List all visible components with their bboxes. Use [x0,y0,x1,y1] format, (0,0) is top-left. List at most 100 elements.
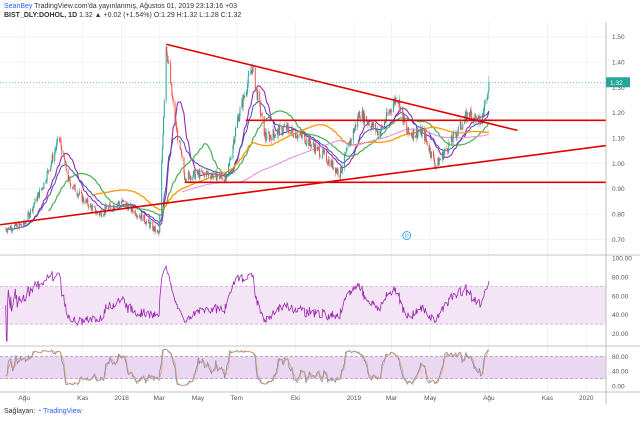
candle-body [246,92,248,93]
candle-body [339,175,341,178]
candle-body [56,142,58,149]
candle-body [14,222,16,226]
candle-body [411,135,413,136]
last-price-tag [606,77,630,88]
candle-body [197,170,199,175]
candle-body [143,215,145,222]
candle-body [211,173,213,176]
candle-body [46,171,48,181]
candle-body [94,207,96,214]
candle-body [140,213,142,219]
candle-body [125,201,127,207]
candle-body [399,106,401,111]
candle-body [366,116,368,123]
candle-body [433,156,435,162]
candle-body [341,167,343,172]
candle-body [336,169,338,173]
candle-body [166,54,168,62]
candle-body [408,127,410,133]
candle-body [219,173,221,179]
candle-body [121,201,123,205]
candle-body [236,118,238,128]
candle-body [224,173,226,183]
candle-body [313,146,315,153]
candle-body [322,149,324,153]
candle-body [291,127,293,131]
candle-body [90,204,92,207]
candle-body [108,207,110,211]
candle-body [401,106,403,112]
candle-body [207,173,209,174]
ma-30-line [5,101,490,230]
candle-body [247,75,249,84]
candle-body [371,122,373,126]
candle-body [33,204,35,207]
candle-body [428,145,430,152]
candle-body [15,222,17,226]
candle-body [402,111,404,123]
candle-body [420,127,422,133]
candle-body [163,116,165,135]
candle-body [143,215,145,222]
candle-body [91,206,93,211]
candle-body [319,156,321,158]
dividend-marker [402,231,412,240]
candle-body [348,140,350,143]
candle-body [333,167,335,170]
candle-body [157,230,159,232]
time-tick-label: Kas [542,395,554,402]
candle-body [101,216,103,217]
candle-body [89,204,91,208]
candle-body [403,115,405,122]
candle-body [193,170,195,172]
candle-body [259,91,261,103]
candle-body [212,175,214,179]
stoch-tick-label: 0.00 [612,384,625,391]
candle-body [117,203,119,205]
candle-body [478,115,480,117]
candle-body [167,61,169,62]
candle-body [47,170,49,172]
candle-body [256,87,258,89]
candle-body [59,138,61,141]
candle-body [299,134,301,136]
time-tick-label: 2019 [347,395,362,402]
candle-body [251,69,253,74]
candle-body [381,125,383,127]
candle-body [51,161,53,165]
candle-body [348,142,350,147]
publish-header: SeanBey TradingView.com'da yayınlanmış, … [4,2,237,11]
candle-body [216,176,218,181]
candle-body [196,170,198,175]
candle-body [299,132,301,135]
candle-body [464,119,466,125]
candle-body [390,109,392,112]
candle-body [326,161,328,164]
candle-body [73,184,75,186]
author-link[interactable]: SeanBey [4,3,33,10]
candle-body [203,173,205,174]
candle-body [438,158,440,166]
candle-body [5,228,7,230]
candle-body [132,210,134,213]
candle-body [309,137,311,144]
candle-body [149,223,151,228]
candle-body [288,131,290,135]
tradingview-logo[interactable]: ◔ TradingView [37,408,82,415]
candle-body [208,173,210,176]
candle-body [198,171,200,179]
candle-body [457,126,459,133]
candle-body [145,221,147,225]
candle-body [268,132,270,134]
candle-body [368,122,370,126]
candle-body [242,99,244,107]
candle-body [352,129,354,141]
candle-body [23,220,25,226]
candle-body [393,99,395,104]
candle-body [304,135,306,144]
candle-body [469,114,471,117]
time-tick-label: Mar [386,395,398,402]
price-tick-label: 1.00 [612,161,625,168]
candle-body [241,99,243,109]
